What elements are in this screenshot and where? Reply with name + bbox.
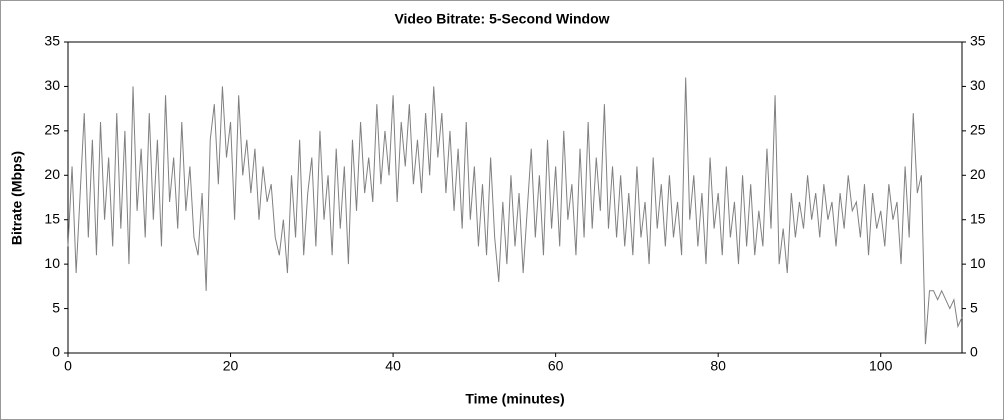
y2-tick-label: 20 <box>970 166 986 182</box>
x-tick-label: 0 <box>64 358 72 374</box>
y2-tick-label: 10 <box>970 255 986 271</box>
y2-tick-label: 35 <box>970 33 986 49</box>
data-line <box>67 77 963 345</box>
y2-tick-label: 5 <box>970 299 978 315</box>
chart-title: Video Bitrate: 5-Second Window <box>394 11 609 27</box>
y-tick-label: 15 <box>44 210 60 226</box>
y-tick-label: 30 <box>44 77 60 93</box>
y-tick-label: 0 <box>52 344 60 360</box>
y-tick-label: 5 <box>52 299 60 315</box>
y2-tick-label: 25 <box>970 122 986 138</box>
y-tick-label: 20 <box>44 166 60 182</box>
x-tick-label: 100 <box>869 358 893 374</box>
x-tick-label: 20 <box>223 358 239 374</box>
y2-tick-label: 30 <box>970 77 986 93</box>
y-tick-label: 10 <box>44 255 60 271</box>
x-tick-label: 40 <box>385 358 401 374</box>
x-tick-label: 60 <box>548 358 564 374</box>
x-axis-label: Time (minutes) <box>465 391 564 407</box>
plot-area <box>67 41 963 354</box>
y2-tick-label: 0 <box>970 344 978 360</box>
x-tick-label: 80 <box>710 358 726 374</box>
y-tick-label: 25 <box>44 122 60 138</box>
y-tick-label: 35 <box>44 33 60 49</box>
y2-tick-label: 15 <box>970 210 986 226</box>
y-axis-label: Bitrate (Mbps) <box>9 151 25 245</box>
